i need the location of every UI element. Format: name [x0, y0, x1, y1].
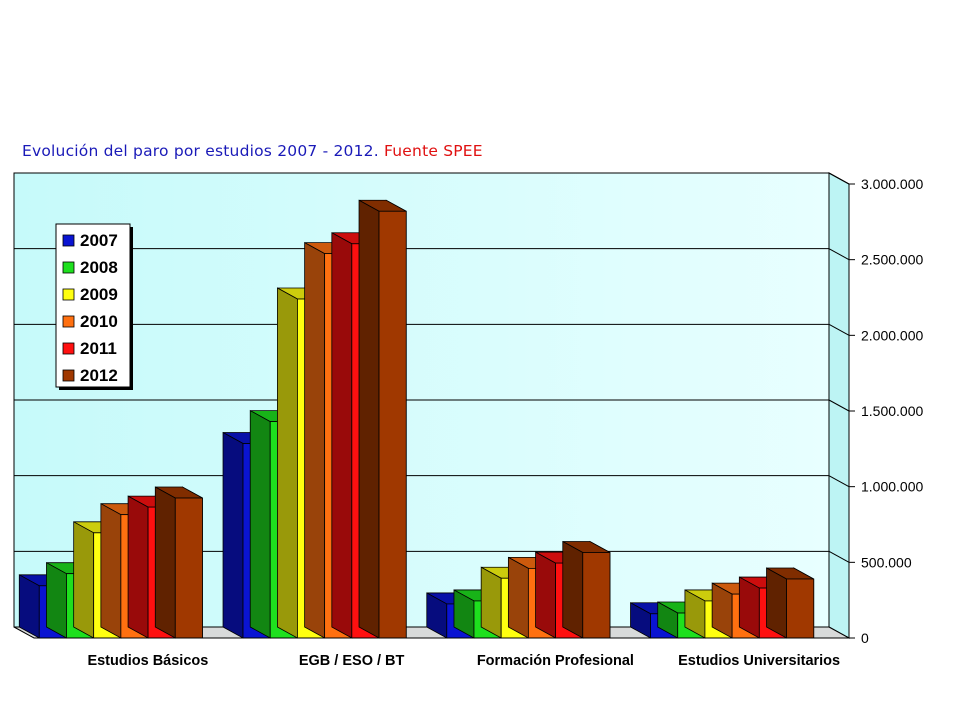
legend-item-2012: 2012: [62, 366, 118, 385]
y-tick-label: 2.000.000: [861, 327, 923, 343]
y-axis: 0 500.000 1.000.000 1.500.000 2.000.000 2.500…: [848, 176, 923, 646]
bar-left: [331, 232, 353, 639]
bar-front: [582, 552, 611, 639]
bar-left: [738, 576, 760, 639]
bar-left: [249, 409, 271, 639]
bar-left: [18, 574, 40, 639]
bar-left: [507, 556, 529, 639]
legend: 2007 2008 2009 2010 2011 2012: [55, 223, 133, 390]
y-tick-label: 2.500.000: [861, 252, 923, 268]
legend-label: 2008: [80, 258, 118, 277]
legend-swatch: [62, 369, 75, 382]
bar-estudios-universitarios-2012: [766, 567, 815, 639]
bar-left: [127, 495, 149, 639]
legend-label: 2010: [80, 312, 118, 331]
bar-estudios-basicos-2012: [154, 486, 203, 639]
bar-left: [562, 540, 584, 639]
x-tick-label: Formación Profesional: [477, 653, 634, 669]
bar-front: [378, 210, 407, 639]
x-tick-label: EGB / ESO / BT: [299, 653, 405, 669]
legend-swatch: [62, 315, 75, 328]
legend-label: 2012: [80, 366, 118, 385]
legend-item-2008: 2008: [62, 258, 118, 277]
bar-left: [304, 241, 326, 639]
legend-label: 2009: [80, 285, 118, 304]
bar-left: [46, 562, 67, 639]
bar-left: [277, 287, 298, 639]
legend-swatch: [62, 234, 75, 247]
bar-left: [100, 502, 122, 639]
legend-label: 2007: [80, 231, 118, 250]
legend-swatch: [62, 288, 75, 301]
bar-left: [358, 199, 380, 639]
legend-swatch: [62, 261, 75, 274]
chart-title-main: Evolución del paro por estudios 2007 - 2…: [22, 142, 379, 160]
bar-formacion-profesional-2012: [562, 540, 611, 639]
legend-item-2007: 2007: [62, 231, 118, 250]
bar-left: [480, 566, 502, 639]
gridline-side: [828, 323, 850, 336]
y-tick-label: 0: [861, 630, 869, 646]
x-tick-label: Estudios Universitarios: [678, 653, 840, 669]
bar-front: [786, 578, 815, 639]
gridline-side: [828, 550, 850, 563]
bar-egb-eso-bt-2012: [358, 199, 407, 639]
bar-left: [766, 567, 787, 639]
x-tick-label: Estudios Básicos: [87, 653, 208, 669]
y-tick-label: 1.500.000: [861, 403, 923, 419]
bar-left: [73, 521, 95, 639]
gridline-side: [828, 172, 850, 185]
legend-item-2011: 2011: [62, 339, 117, 358]
bar-left: [154, 486, 176, 639]
legend-item-2010: 2010: [62, 312, 118, 331]
gridline-side: [828, 399, 850, 412]
legend-item-2009: 2009: [62, 285, 118, 304]
gridline-side: [828, 248, 850, 261]
gridline-side: [828, 475, 850, 488]
bar-left: [535, 551, 556, 639]
chart-title: Evolución del paro por estudios 2007 - 2…: [22, 142, 483, 160]
bars: [18, 199, 815, 639]
legend-swatch: [62, 342, 75, 355]
bar-left: [222, 431, 244, 639]
legend-box: [55, 223, 131, 388]
legend-label: 2011: [80, 339, 117, 358]
y-tick-label: 500.000: [861, 554, 912, 570]
y-tick-label: 1.000.000: [861, 479, 923, 495]
x-axis: Estudios Básicos EGB / ESO / BT Formación …: [34, 637, 849, 669]
chart-title-source: Fuente SPEE: [384, 142, 483, 160]
bar-front: [174, 497, 203, 639]
y-tick-label: 3.000.000: [861, 176, 923, 192]
